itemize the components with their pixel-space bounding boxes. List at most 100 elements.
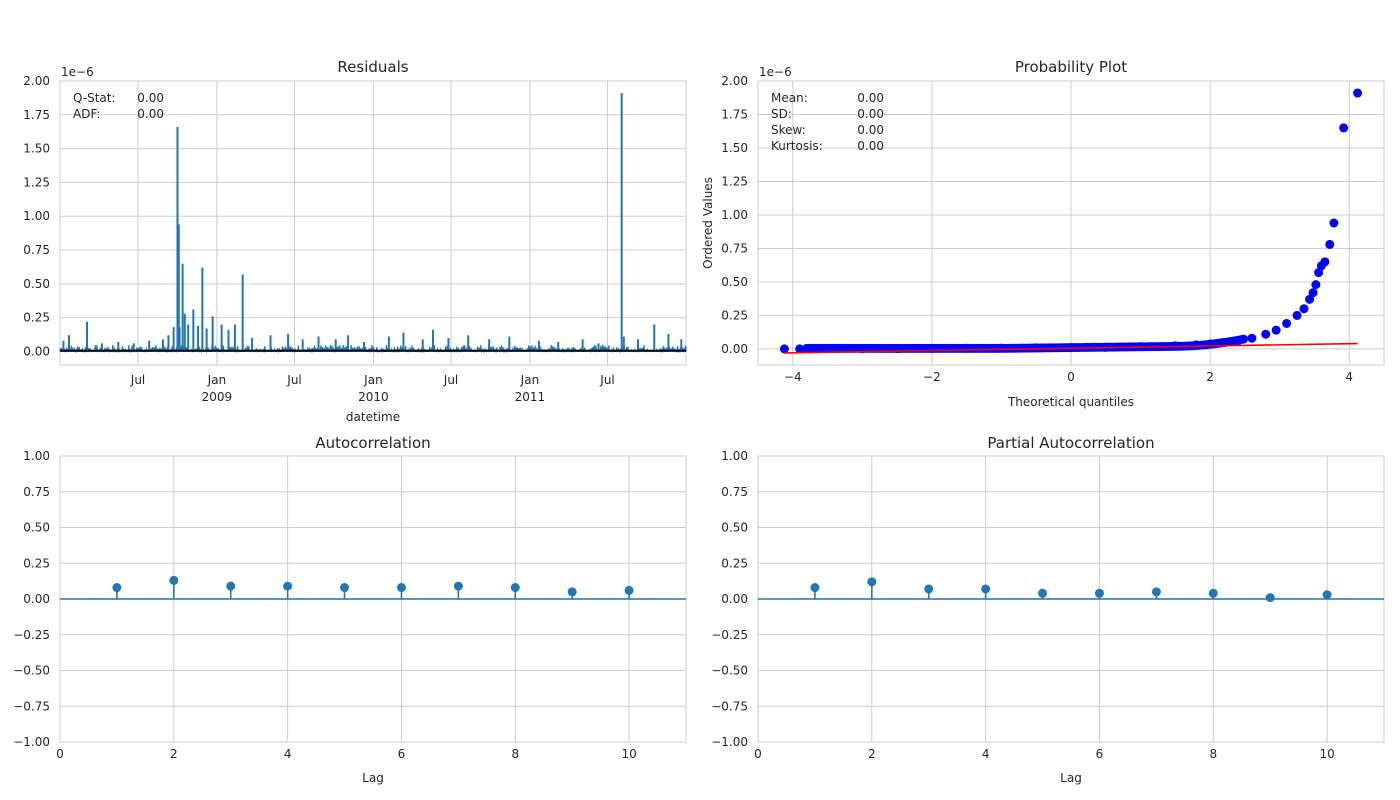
autocorrelation-confidence-band	[88, 598, 658, 600]
partial-autocorrelation-xtick-label: 10	[1319, 747, 1334, 761]
partial-autocorrelation-xtick-label: 8	[1209, 747, 1217, 761]
partial-autocorrelation-marker	[1208, 588, 1218, 598]
partial-autocorrelation-ytick-label: 0.00	[721, 592, 748, 606]
probability-plot-ytick-label: 0.75	[721, 241, 748, 255]
residuals-stat-label: Q-Stat:	[73, 91, 116, 105]
qq-point	[1219, 337, 1229, 347]
autocorrelation-marker	[112, 583, 122, 593]
autocorrelation-title: Autocorrelation	[315, 434, 430, 452]
residuals-ytick-label: 0.50	[23, 277, 50, 291]
residuals-xtick-label: Jan	[207, 373, 227, 387]
partial-autocorrelation-marker	[810, 583, 820, 593]
autocorrelation-ytick-label: −0.50	[13, 664, 50, 678]
qq-point	[1031, 343, 1041, 353]
partial-autocorrelation-marker	[1094, 588, 1104, 598]
residuals-ytick-label: 1.00	[23, 209, 50, 223]
partial-autocorrelation-xlabel: Lag	[1060, 771, 1082, 785]
residuals-ytick-label: 0.75	[23, 243, 50, 257]
qq-point	[1271, 325, 1281, 335]
probability-plot-ytick-label: 1.50	[721, 141, 748, 155]
residuals-ytick-label: 1.75	[23, 108, 50, 122]
autocorrelation-marker	[226, 581, 236, 591]
probability-plot-stat-value: 0.00	[857, 139, 884, 153]
autocorrelation-marker	[396, 583, 406, 593]
autocorrelation-xtick-label: 6	[398, 747, 406, 761]
probability-plot-xtick-label: 2	[1206, 370, 1214, 384]
probability-plot-ytick-label: 1.00	[721, 208, 748, 222]
partial-autocorrelation-marker	[1151, 587, 1161, 597]
partial-autocorrelation-ytick-label: −0.75	[711, 699, 748, 713]
probability-plot-ytick-label: 2.00	[721, 74, 748, 88]
partial-autocorrelation-marker	[981, 584, 991, 594]
residuals-stat-label: ADF:	[73, 107, 100, 121]
autocorrelation-xlabel: Lag	[362, 771, 384, 785]
qq-point	[1329, 218, 1339, 228]
autocorrelation-ytick-label: 1.00	[23, 449, 50, 463]
qq-point	[1170, 341, 1180, 351]
residuals-xtick-label: Jan	[520, 373, 540, 387]
residuals-ytick-label: 0.25	[23, 311, 50, 325]
qq-point	[1325, 239, 1335, 249]
residuals-ytick-label: 2.00	[23, 74, 50, 88]
autocorrelation-ytick-label: −1.00	[13, 735, 50, 749]
qq-point	[1339, 123, 1349, 133]
residuals-xtick-year: 2011	[515, 390, 546, 404]
qq-fit-line	[784, 342, 1358, 354]
partial-autocorrelation-ytick-label: 0.75	[721, 485, 748, 499]
probability-plot-stat-label: Mean:	[771, 91, 808, 105]
probability-plot-stat-label: Skew:	[771, 123, 806, 137]
qq-point	[1299, 304, 1309, 314]
qq-point	[1261, 329, 1271, 339]
autocorrelation-xtick-label: 4	[284, 747, 292, 761]
autocorrelation-xtick-label: 0	[56, 747, 64, 761]
partial-autocorrelation-ytick-label: −0.25	[711, 628, 748, 642]
residuals-xtick-label: Jan	[363, 373, 383, 387]
residuals-xlabel: datetime	[346, 410, 400, 424]
residuals-offset-text: 1e−6	[61, 65, 94, 79]
autocorrelation-xtick-label: 10	[621, 747, 636, 761]
partial-autocorrelation-title: Partial Autocorrelation	[987, 434, 1154, 452]
probability-plot-ytick-label: 0.00	[721, 342, 748, 356]
probability-plot-stat-label: Kurtosis:	[771, 139, 823, 153]
autocorrelation-ytick-label: −0.25	[13, 628, 50, 642]
residuals-xtick-label: Jul	[286, 373, 301, 387]
autocorrelation-marker	[510, 583, 520, 593]
autocorrelation-ytick-label: 0.00	[23, 592, 50, 606]
probability-plot-stat-label: SD:	[771, 107, 792, 121]
autocorrelation-ytick-label: 0.50	[23, 521, 50, 535]
qq-point	[1233, 336, 1243, 346]
partial-autocorrelation-panel: Partial Autocorrelation Lag −1.00 −0.75 −0…	[711, 434, 1385, 785]
partial-autocorrelation-ytick-label: 1.00	[721, 449, 748, 463]
autocorrelation-ytick-label: 0.25	[23, 556, 50, 570]
residuals-xtick-label: Jul	[443, 373, 458, 387]
residuals-stat-value: 0.00	[137, 91, 164, 105]
residuals-xtick-year: 2009	[202, 390, 233, 404]
qq-point	[1353, 88, 1363, 98]
residuals-xtick-label: Jul	[130, 373, 145, 387]
partial-autocorrelation-marker	[1038, 588, 1048, 598]
residuals-ytick-label: 1.25	[23, 175, 50, 189]
autocorrelation-marker	[567, 587, 577, 597]
probability-plot-xtick-label: −4	[784, 370, 802, 384]
autocorrelation-marker	[169, 575, 179, 585]
partial-autocorrelation-xtick-label: 0	[754, 747, 762, 761]
qq-point	[823, 344, 833, 354]
probability-plot-ytick-label: 1.75	[721, 107, 748, 121]
plot-frame	[757, 80, 1385, 366]
probability-plot-stat-value: 0.00	[857, 107, 884, 121]
qq-point	[962, 343, 972, 353]
partial-autocorrelation-xtick-label: 6	[1096, 747, 1104, 761]
residuals-xtick-year: 2010	[358, 390, 389, 404]
qq-point	[996, 343, 1006, 353]
partial-autocorrelation-xtick-label: 4	[982, 747, 990, 761]
qq-point	[1292, 310, 1302, 320]
probability-plot-title: Probability Plot	[1015, 58, 1127, 76]
probability-plot-offset-text: 1e−6	[759, 65, 792, 79]
partial-autocorrelation-marker	[924, 584, 934, 594]
autocorrelation-ytick-label: −0.75	[13, 699, 50, 713]
qq-point	[805, 344, 815, 354]
autocorrelation-xtick-label: 2	[170, 747, 178, 761]
partial-autocorrelation-ytick-label: 0.25	[721, 556, 748, 570]
probability-plot-panel: Probability Plot 1e−6 Theoretical quanti…	[701, 58, 1385, 409]
